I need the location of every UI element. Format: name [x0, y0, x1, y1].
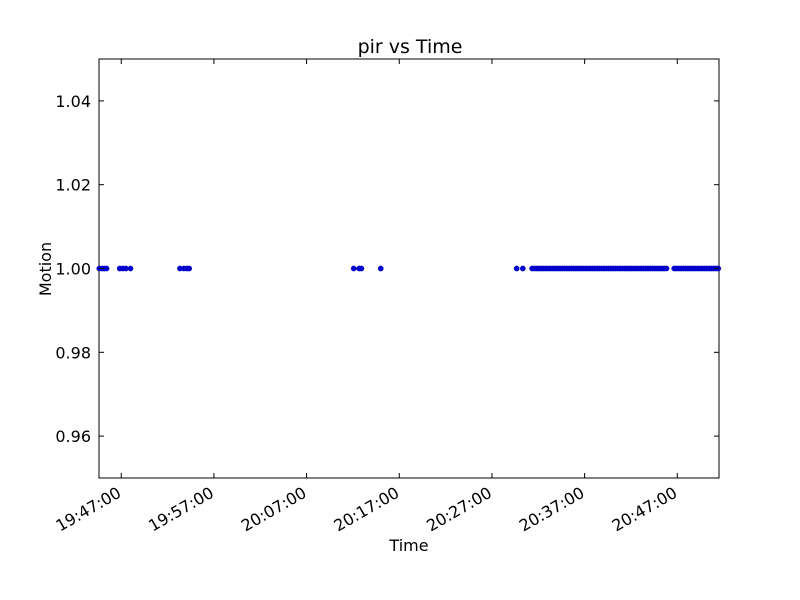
data-points — [96, 265, 722, 272]
data-point — [519, 265, 526, 272]
data-point — [377, 265, 384, 272]
x-axis-label: Time — [388, 536, 428, 555]
data-point — [358, 265, 365, 272]
y-axis-label: Motion — [36, 242, 55, 296]
chart-title: pir vs Time — [358, 36, 463, 58]
data-point — [513, 265, 520, 272]
y-tick-label: 0.96 — [55, 427, 91, 446]
data-point — [186, 265, 193, 272]
data-point — [103, 265, 110, 272]
data-point — [350, 265, 357, 272]
y-tick-label: 1.00 — [55, 260, 91, 279]
data-point — [663, 265, 670, 272]
data-point — [127, 265, 134, 272]
y-tick-label: 1.02 — [55, 176, 91, 195]
y-tick-label: 1.04 — [55, 92, 91, 111]
y-tick-label: 0.98 — [55, 343, 91, 362]
